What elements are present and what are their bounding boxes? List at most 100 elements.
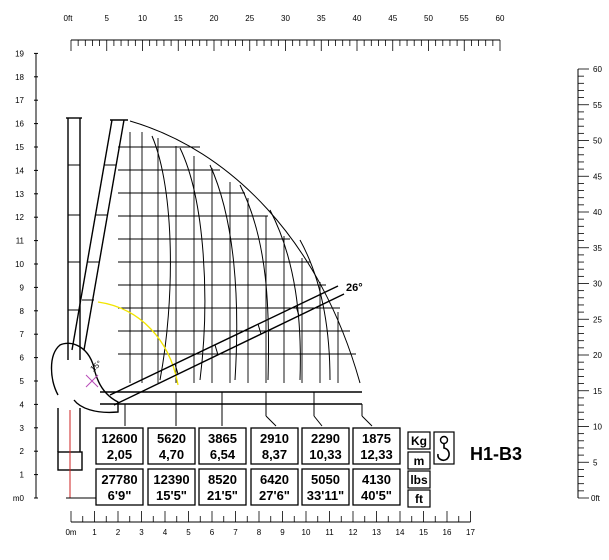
- left-axis-unit-label: m0: [13, 494, 25, 503]
- radius-m: 8,37: [262, 447, 287, 462]
- top-axis-label: 55: [460, 14, 469, 23]
- right-axis-label: 20: [593, 351, 602, 360]
- load-kg: 5620: [157, 431, 186, 446]
- load-cell-box: [198, 427, 247, 465]
- right-axis-label: 30: [593, 280, 602, 289]
- unit-m: m: [414, 454, 425, 468]
- bottom-axis-m: 0m 1 2 3 4 5 6 7 8 9 10 11 12 13 14 15 16 17: [65, 511, 475, 537]
- radius-ft: 40'5": [361, 488, 392, 503]
- radius-m: 4,70: [159, 447, 184, 462]
- radius-ft: 21'5": [207, 488, 238, 503]
- left-axis-label: 15: [15, 143, 24, 152]
- radius-ft: 33'11": [307, 488, 344, 503]
- right-axis-unit-label: 0ft: [591, 494, 601, 503]
- left-axis-label: 19: [15, 49, 24, 58]
- right-axis-label: 15: [593, 387, 602, 396]
- top-axis-label: 25: [245, 14, 254, 23]
- load-cell-box-imperial: [95, 468, 144, 506]
- radius-m: 2,05: [107, 447, 132, 462]
- bottom-axis-label: 15: [419, 528, 428, 537]
- units-legend: Kg m lbs ft: [407, 431, 431, 508]
- bottom-axis-label: 4: [163, 528, 168, 537]
- left-axis-label: 12: [15, 213, 24, 222]
- bottom-axis-label: 13: [372, 528, 381, 537]
- top-axis-label: 60: [496, 14, 505, 23]
- bottom-axis-label: 6: [210, 528, 215, 537]
- bottom-axis-label: 5: [186, 528, 191, 537]
- top-axis-unit-label: 0ft: [64, 14, 74, 23]
- left-axis-label: 1: [20, 471, 25, 480]
- right-axis-label: 40: [593, 208, 602, 217]
- bottom-axis-label: 11: [325, 528, 334, 537]
- radius-ft: 6'9": [108, 488, 132, 503]
- unit-ft: ft: [415, 492, 423, 506]
- load-cell-box-imperial: [250, 468, 299, 506]
- left-axis-label: 2: [20, 447, 25, 456]
- left-axis-label: 5: [20, 377, 25, 386]
- load-lbs: 12390: [153, 472, 189, 487]
- load-cell-box-imperial: [198, 468, 247, 506]
- bottom-axis-label: 10: [302, 528, 311, 537]
- right-axis-label: 25: [593, 315, 602, 324]
- right-axis-label: 35: [593, 244, 602, 253]
- radius-m: 6,54: [210, 447, 236, 462]
- bottom-axis-label: 7: [233, 528, 238, 537]
- right-axis-label: 60: [593, 65, 602, 74]
- left-axis-label: 8: [20, 307, 25, 316]
- bottom-axis-label: 9: [280, 528, 285, 537]
- load-cell-box-imperial: [301, 468, 350, 506]
- bottom-axis-label: 8: [257, 528, 262, 537]
- left-axis-label: 14: [15, 166, 24, 175]
- left-axis-label: 9: [20, 283, 25, 292]
- load-cell-box-imperial: [147, 468, 196, 506]
- min-angle-arc: [97, 301, 179, 386]
- radius-ft: 27'6": [259, 488, 290, 503]
- bottom-axis-label: 1: [92, 528, 97, 537]
- left-axis-label: 18: [15, 73, 24, 82]
- max-angle-label: 26°: [346, 282, 363, 294]
- load-kg: 1875: [362, 431, 391, 446]
- load-lbs: 27780: [101, 472, 137, 487]
- load-cell-box: [352, 427, 401, 465]
- bottom-axis-label: 14: [396, 528, 405, 537]
- bottom-axis-label: 12: [349, 528, 358, 537]
- right-axis-ft: 0ft 5 10 15 20 25 30 35 40 45 50 55 60: [577, 65, 602, 503]
- load-cell-box: [95, 427, 144, 465]
- bottom-axis-label: 3: [139, 528, 144, 537]
- model-name: H1-B3: [470, 444, 522, 464]
- reach-envelope: [118, 120, 361, 384]
- load-lbs: 8520: [208, 472, 237, 487]
- load-cell-box: [250, 427, 299, 465]
- load-kg: 12600: [101, 431, 137, 446]
- top-axis-label: 45: [388, 14, 397, 23]
- boom-sections: [68, 164, 315, 404]
- unit-kg: Kg: [411, 434, 427, 448]
- slew-centre-mark: [85, 374, 99, 388]
- radius-m: 12,33: [360, 447, 393, 462]
- left-axis-label: 3: [20, 424, 25, 433]
- top-axis-label: 35: [317, 14, 326, 23]
- load-kg: 2910: [260, 431, 289, 446]
- left-axis-label: 16: [15, 120, 24, 129]
- right-axis-label: 45: [593, 172, 602, 181]
- right-axis-label: 10: [593, 423, 602, 432]
- top-axis-label: 40: [353, 14, 362, 23]
- min-angle-label: 15°: [89, 359, 104, 374]
- load-lbs: 6420: [260, 472, 289, 487]
- bottom-axis-label: 16: [443, 528, 452, 537]
- load-radius-markers: [124, 404, 373, 427]
- top-axis-label: 5: [105, 14, 110, 23]
- top-axis-label: 15: [174, 14, 183, 23]
- top-axis-label: 30: [281, 14, 290, 23]
- left-axis-label: 13: [15, 190, 24, 199]
- bottom-axis-label: 2: [116, 528, 121, 537]
- top-axis-label: 50: [424, 14, 433, 23]
- load-lbs: 4130: [362, 472, 391, 487]
- top-axis-label: 20: [210, 14, 219, 23]
- right-axis-label: 5: [593, 458, 598, 467]
- top-axis-label: 10: [138, 14, 147, 23]
- left-axis-label: 17: [15, 96, 24, 105]
